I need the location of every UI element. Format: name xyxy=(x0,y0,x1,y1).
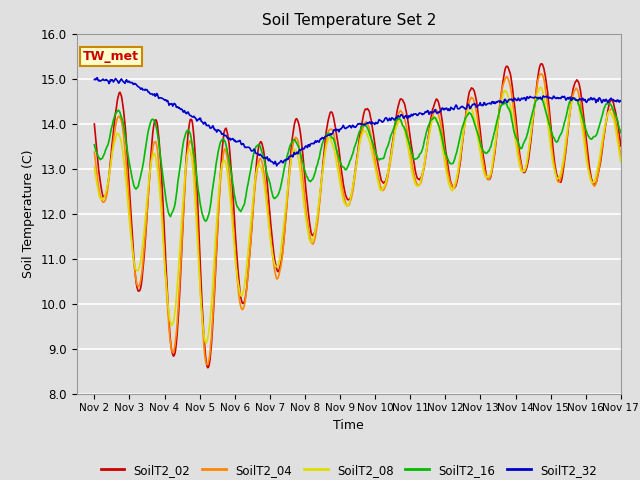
Title: Soil Temperature Set 2: Soil Temperature Set 2 xyxy=(262,13,436,28)
Y-axis label: Soil Temperature (C): Soil Temperature (C) xyxy=(22,149,35,278)
X-axis label: Time: Time xyxy=(333,419,364,432)
Legend: SoilT2_02, SoilT2_04, SoilT2_08, SoilT2_16, SoilT2_32: SoilT2_02, SoilT2_04, SoilT2_08, SoilT2_… xyxy=(96,459,602,480)
Text: TW_met: TW_met xyxy=(83,50,140,63)
